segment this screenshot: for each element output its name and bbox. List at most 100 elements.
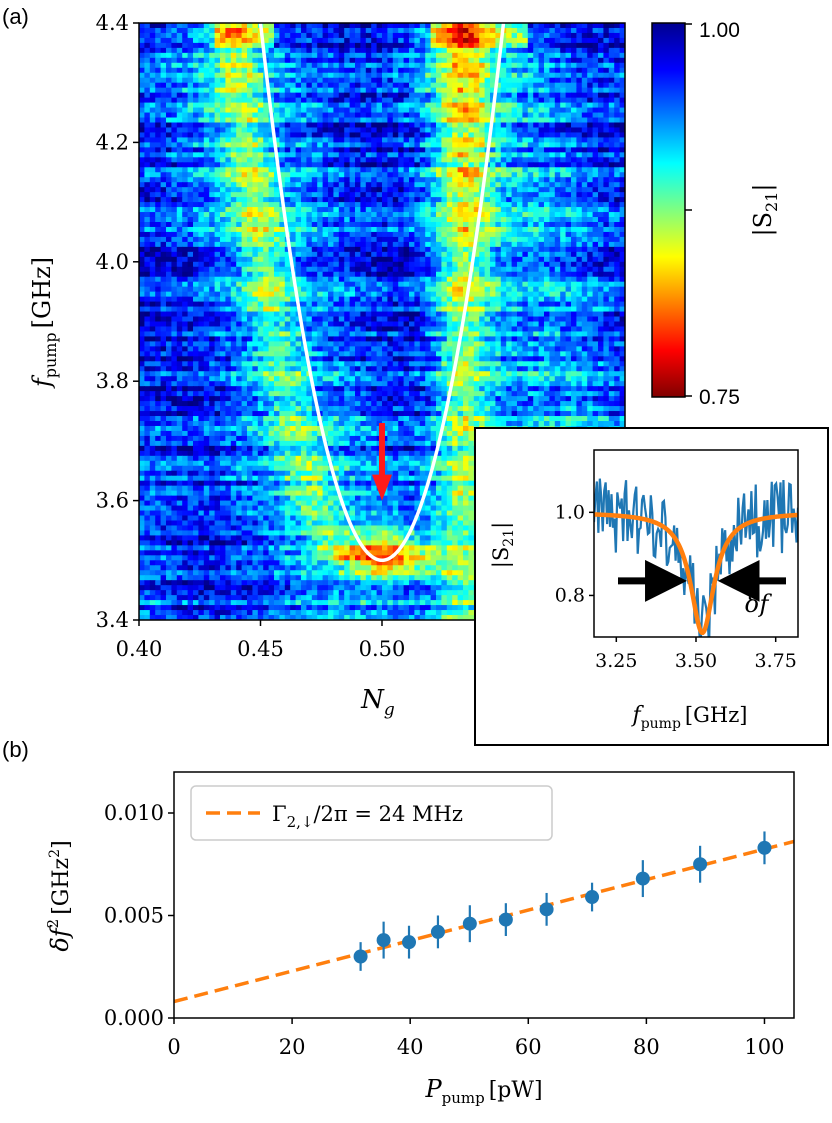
heatmap-cell xyxy=(495,197,502,203)
heatmap-cell xyxy=(614,172,621,178)
heatmap-cell xyxy=(203,202,210,208)
heatmap-cell xyxy=(522,102,529,109)
heatmap-cell xyxy=(473,147,480,153)
heatmap-cell xyxy=(468,77,475,84)
heatmap-cell xyxy=(220,37,226,44)
heatmap-cell xyxy=(457,266,464,273)
heatmap-cell xyxy=(506,167,513,173)
heatmap-cell xyxy=(317,256,324,263)
heatmap-cell xyxy=(522,27,529,34)
heatmap-cell xyxy=(544,266,550,273)
heatmap-cell xyxy=(290,152,297,158)
heatmap-cell xyxy=(463,32,469,39)
heatmap-cell xyxy=(236,62,243,69)
heatmap-cell xyxy=(608,112,615,119)
heatmap-cell xyxy=(511,281,518,288)
heatmap-cell xyxy=(290,286,297,293)
heatmap-cell xyxy=(371,82,378,89)
heatmap-cell xyxy=(328,32,334,39)
heatmap-cell xyxy=(398,127,405,134)
heatmap-cell xyxy=(403,256,410,263)
heatmap-cell xyxy=(230,37,237,44)
heatmap-cell xyxy=(506,177,513,183)
heatmap-cell xyxy=(230,147,237,153)
heatmap-cell xyxy=(371,226,378,233)
heatmap-cell xyxy=(360,197,367,203)
heatmap-cell xyxy=(619,117,625,124)
heatmap-cell xyxy=(317,187,324,193)
heatmap-cell xyxy=(560,62,567,69)
heatmap-cell xyxy=(214,217,221,223)
heatmap-cell xyxy=(311,82,318,89)
heatmap-cell xyxy=(581,107,588,114)
heatmap-cell xyxy=(479,107,486,114)
heatmap-cell xyxy=(301,127,307,134)
heatmap-cell xyxy=(414,212,421,218)
heatmap-cell xyxy=(436,202,442,208)
heatmap-cell xyxy=(333,197,340,203)
heatmap-cell xyxy=(311,187,318,193)
heatmap-cell xyxy=(538,197,545,203)
heatmap-cell xyxy=(209,266,216,273)
heatmap-cell xyxy=(301,67,307,74)
heatmap-cell xyxy=(252,102,259,109)
heatmap-cell xyxy=(317,182,324,188)
heatmap-cell xyxy=(317,87,324,94)
heatmap-cell xyxy=(544,132,550,139)
heatmap-cell xyxy=(592,162,599,168)
heatmap-cell xyxy=(608,42,615,49)
heatmap-cell xyxy=(463,177,469,183)
heatmap-cell xyxy=(581,37,588,44)
heatmap-cell xyxy=(479,152,486,158)
heatmap-cell xyxy=(306,266,313,273)
heatmap-cell xyxy=(463,212,469,218)
heatmap-cell xyxy=(139,92,145,99)
heatmap-cell xyxy=(203,127,210,134)
heatmap-cell xyxy=(355,256,361,263)
heatmap-cell xyxy=(171,276,178,283)
heatmap-cell xyxy=(441,246,448,253)
heatmap-cell xyxy=(382,122,388,129)
heatmap-cell xyxy=(344,266,351,273)
heatmap-cell xyxy=(241,102,248,109)
heatmap-cell xyxy=(333,157,340,163)
heatmap-cell xyxy=(490,62,496,69)
heatmap-cell xyxy=(139,276,145,283)
heatmap-cell xyxy=(527,62,534,69)
heatmap-cell xyxy=(241,172,248,178)
heatmap-cell xyxy=(355,241,361,248)
heatmap-cell xyxy=(171,27,178,34)
heatmap-cell xyxy=(268,217,275,223)
heatmap-cell xyxy=(198,162,205,168)
heatmap-cell xyxy=(376,77,383,84)
heatmap-cell xyxy=(565,197,572,203)
heatmap-cell xyxy=(225,122,232,129)
heatmap-cell xyxy=(349,72,356,79)
heatmap-cell xyxy=(225,27,232,34)
heatmap-cell xyxy=(247,182,253,188)
heatmap-cell xyxy=(198,202,205,208)
heatmap-cell xyxy=(608,291,615,298)
heatmap-cell xyxy=(139,226,145,233)
heatmap-cell xyxy=(371,127,378,134)
heatmap-cell xyxy=(565,147,572,153)
heatmap-cell xyxy=(279,246,286,253)
heatmap-cell xyxy=(387,256,394,263)
heatmap-cell xyxy=(311,32,318,39)
heatmap-cell xyxy=(522,276,529,283)
heatmap-cell xyxy=(517,291,523,298)
heatmap-cell xyxy=(414,67,421,74)
heatmap-cell xyxy=(441,162,448,168)
heatmap-cell xyxy=(214,172,221,178)
heatmap-cell xyxy=(149,147,156,153)
heatmap-cell xyxy=(560,202,567,208)
heatmap-cell xyxy=(446,231,453,238)
heatmap-cell xyxy=(279,97,286,104)
heatmap-cell xyxy=(220,52,226,59)
heatmap-cell xyxy=(392,241,399,248)
heatmap-cell xyxy=(220,271,226,278)
heatmap-cell xyxy=(333,212,340,218)
heatmap-cell xyxy=(344,286,351,293)
heatmap-cell xyxy=(317,202,324,208)
heatmap-cell xyxy=(527,246,534,253)
